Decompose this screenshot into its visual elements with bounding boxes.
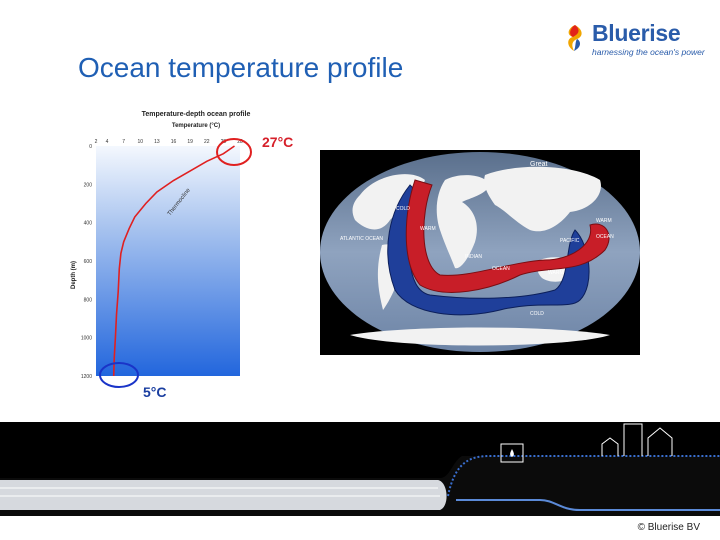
x-tick-label: 4 [106, 139, 109, 145]
bottom-temperature-callout: 5°C [143, 384, 167, 400]
map-label-pacific-ocean: OCEAN [596, 234, 614, 240]
x-tick-label: 2 [95, 139, 98, 145]
map-label-warm-2: WARM [548, 270, 564, 276]
houses [601, 423, 673, 456]
conveyor-map-graphic: Great ATLANTIC OCEAN INDIAN OCEAN PACIFI… [320, 152, 640, 352]
europe-africa [436, 175, 490, 269]
bluerise-logo-icon [568, 25, 582, 51]
footer-graphic [0, 423, 720, 516]
x-tick-label: 13 [154, 139, 160, 145]
footer-illustration [0, 422, 720, 516]
y-tick-label: 400 [84, 221, 93, 227]
map-label-top: Great [530, 161, 548, 168]
chart-title: Temperature-depth ocean profile [141, 111, 251, 118]
temperature-depth-chart: Temperature-depth ocean profile Temperat… [71, 104, 312, 404]
y-tick-label: 800 [84, 297, 93, 303]
temperature-profile-line [112, 145, 235, 377]
asia [484, 166, 601, 232]
page-title: Ocean temperature profile [78, 52, 404, 83]
chart-plot: 2 4 7 10 13 16 19 22 25 28 020040060080010001200 … [81, 138, 252, 388]
surface-highlight-circle [216, 138, 252, 166]
north-america [352, 174, 425, 230]
map-label-warm-3: WARM [596, 218, 612, 224]
logo-tagline: harnessing the ocean's power [592, 47, 705, 57]
warm-current [405, 179, 610, 293]
x-tick-label: 16 [171, 139, 177, 145]
map-label-pacific: PACIFIC [560, 238, 580, 244]
map-label-atlantic: ATLANTIC OCEAN [340, 236, 383, 242]
x-tick-label: 7 [122, 139, 125, 145]
y-tick-label: 1000 [81, 336, 92, 342]
map-label-cold-2: COLD [530, 311, 544, 317]
map-label-cold-1: COLD [396, 206, 410, 212]
map-label-warm-1: WARM [420, 226, 436, 232]
y-tick-label: 1200 [81, 374, 92, 380]
map-label-indian: INDIAN [465, 254, 482, 260]
logo-name: Bluerise [592, 20, 681, 46]
plant-building [500, 443, 524, 463]
x-tick-label: 19 [187, 139, 193, 145]
x-tick-label: 10 [138, 139, 144, 145]
copyright-text: © Bluerise BV [637, 522, 700, 533]
y-tick-label: 200 [84, 182, 93, 188]
y-tick-label: 600 [84, 259, 93, 265]
map-label-indian-ocean: OCEAN [492, 266, 510, 272]
bluerise-logo: Bluerise harnessing the ocean's power [564, 20, 714, 60]
ocean-conveyor-map: Great ATLANTIC OCEAN INDIAN OCEAN PACIFI… [320, 150, 640, 355]
water-body [0, 480, 447, 510]
bottom-highlight-circle [99, 362, 139, 388]
y-tick-label: 0 [89, 144, 92, 150]
pipe-line [447, 455, 720, 497]
intake-pipe [456, 499, 720, 511]
water-drop-icon [510, 449, 514, 457]
x-tick-label: 28 [237, 139, 243, 145]
plot-area [96, 146, 240, 376]
surface-temperature-callout: 27°C [262, 134, 294, 150]
antarctica [350, 327, 610, 346]
x-axis-label: Temperature (°C) [171, 123, 221, 129]
x-tick-label: 22 [204, 139, 210, 145]
